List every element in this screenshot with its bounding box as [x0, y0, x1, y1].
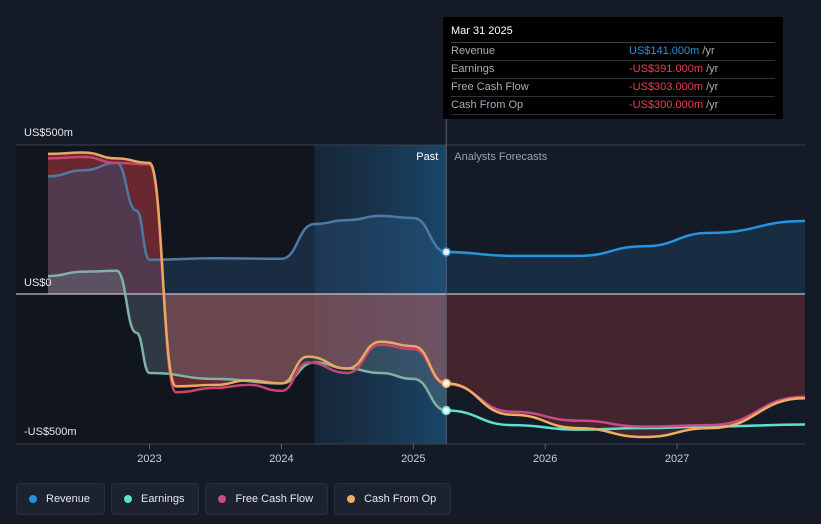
- legend-item-earnings[interactable]: Earnings: [111, 483, 200, 515]
- marker-cash-from-op: [441, 378, 452, 389]
- x-tick-label: 2027: [665, 453, 689, 465]
- legend: Revenue Earnings Free Cash Flow Cash Fro…: [16, 483, 452, 515]
- legend-item-cash-from-op[interactable]: Cash From Op: [334, 483, 452, 515]
- legend-dot-icon: [218, 495, 227, 503]
- tooltip-row-revenue: Revenue US$141.000m /yr: [451, 43, 775, 61]
- tooltip-row-earnings: Earnings -US$391.000m /yr: [451, 61, 775, 79]
- y-tick-label: US$0: [24, 277, 52, 289]
- line-free-cash-flow-past: [47, 155, 447, 394]
- tooltip-row-cash-from-op: Cash From Op -US$300.000m /yr: [451, 97, 775, 115]
- past-label: Past: [416, 151, 438, 163]
- line-free-cash-flow-forecast: [446, 383, 806, 428]
- x-tick-label: 2025: [401, 453, 425, 465]
- marker-revenue: [441, 247, 452, 257]
- tooltip-label: Free Cash Flow: [451, 81, 529, 93]
- x-tick-label: 2023: [137, 453, 161, 465]
- legend-label: Earnings: [141, 493, 185, 505]
- x-tick-label: 2024: [269, 453, 293, 465]
- area-earnings-past: [48, 270, 447, 411]
- forecast-label: Analysts Forecasts: [454, 151, 547, 163]
- legend-dot-icon: [347, 495, 356, 503]
- legend-item-free-cash-flow[interactable]: Free Cash Flow: [205, 483, 329, 515]
- legend-dot-icon: [124, 495, 133, 503]
- x-tick-label: 2026: [533, 453, 557, 465]
- legend-item-revenue[interactable]: Revenue: [16, 483, 106, 515]
- tooltip-value: -US$391.000m /yr: [629, 63, 719, 75]
- area-cash-from-op-forecast: [446, 294, 805, 437]
- tooltip-value: US$141.000m /yr: [629, 45, 715, 57]
- line-revenue-forecast: [446, 219, 806, 258]
- legend-label: Revenue: [46, 493, 91, 505]
- area-revenue-past: [48, 162, 447, 294]
- y-tick-label: -US$500m: [24, 426, 77, 438]
- area-cash-from-op-past: [48, 152, 447, 387]
- line-cash-from-op-forecast: [446, 382, 806, 439]
- legend-label: Free Cash Flow: [235, 493, 314, 505]
- tooltip-label: Revenue: [451, 45, 496, 57]
- marker-earnings: [441, 405, 452, 416]
- tooltip-value: -US$300.000m /yr: [629, 99, 719, 111]
- tooltip-label: Earnings: [451, 63, 495, 75]
- tooltip: Mar 31 2025 Revenue US$141.000m /yr Earn…: [443, 17, 783, 119]
- y-tick-label: US$500m: [24, 127, 73, 139]
- legend-dot-icon: [29, 495, 37, 503]
- tooltip-date: Mar 31 2025: [451, 24, 775, 43]
- line-cash-from-op-past: [47, 151, 447, 388]
- area-revenue-forecast: [446, 221, 805, 294]
- legend-label: Cash From Op: [364, 493, 437, 505]
- tooltip-row-free-cash-flow: Free Cash Flow -US$303.000m /yr: [451, 79, 775, 97]
- tooltip-value: -US$303.000m /yr: [629, 81, 719, 93]
- tooltip-label: Cash From Op: [451, 99, 524, 111]
